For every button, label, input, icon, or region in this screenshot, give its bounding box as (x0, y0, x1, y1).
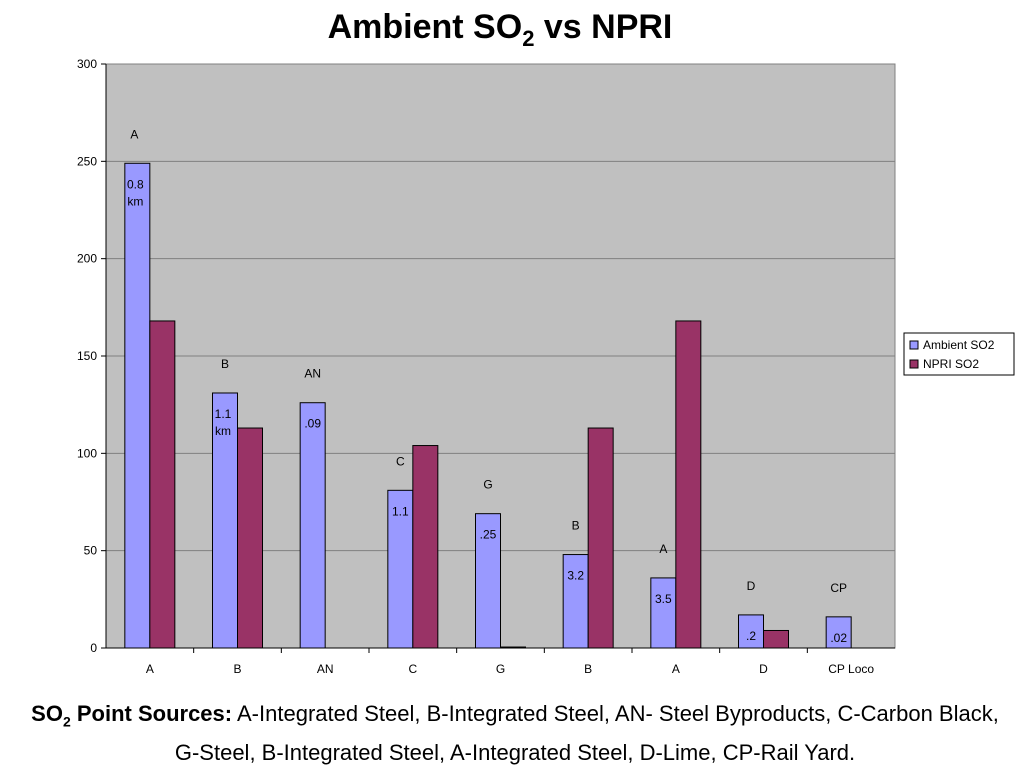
legend-swatch-ambient (909, 340, 919, 350)
source-label: D (747, 579, 756, 593)
legend-box (903, 332, 1015, 376)
y-tick-label: 100 (77, 446, 97, 460)
distance-label: km (215, 424, 231, 438)
legend-swatch-npri (909, 359, 919, 369)
x-tick-label: G (496, 662, 505, 676)
bar-ambient-so2 (475, 513, 501, 649)
distance-label: .2 (746, 629, 756, 643)
y-tick-label: 200 (77, 252, 97, 266)
source-label: A (659, 542, 667, 556)
legend-label: Ambient SO2 (923, 338, 995, 352)
distance-label: 1.1 (392, 504, 409, 518)
bar-ambient-so2 (825, 616, 852, 649)
x-tick-label: D (759, 662, 768, 676)
x-tick-label: CP Loco (828, 662, 874, 676)
bar-npri-so2 (675, 320, 702, 649)
distance-label: 0.8 (127, 177, 144, 191)
x-tick-label: A (672, 662, 680, 676)
bar-ambient-so2 (387, 489, 414, 649)
distance-label: km (127, 194, 143, 208)
source-label: G (483, 478, 492, 492)
x-tick-label: AN (317, 662, 334, 676)
bar-ambient-so2 (124, 162, 151, 649)
x-tick-label: B (584, 662, 592, 676)
caption: SO2 Point Sources: A-Integrated Steel, B… (20, 698, 1010, 768)
y-tick-label: 0 (90, 641, 97, 655)
y-tick-label: 250 (77, 154, 97, 168)
distance-label: 1.1 (215, 407, 232, 421)
distance-label: .09 (304, 417, 321, 431)
source-label: C (396, 454, 405, 468)
bar-ambient-so2 (299, 402, 326, 649)
source-label: B (221, 357, 229, 371)
x-tick-label: B (233, 662, 241, 676)
chart-title: Ambient SO2 vs NPRI (327, 8, 673, 51)
bar-ambient-so2 (650, 577, 677, 649)
source-label: A (130, 127, 138, 141)
bar-npri-so2 (763, 629, 789, 649)
source-label: CP (830, 581, 847, 595)
source-label: AN (304, 367, 321, 381)
y-tick-label: 300 (77, 57, 97, 71)
caption-heading: SO2 Point Sources: (31, 701, 233, 730)
distance-label: .25 (480, 528, 497, 542)
bar-npri-so2 (500, 646, 526, 649)
bar-npri-so2 (237, 427, 263, 649)
caption-text: A-Integrated Steel, B-Integrated Steel, … (174, 701, 999, 766)
bar-chart: 0 50 100 150 200 250 300 A A 0.8 km B B 1.1 km AN AN .09 C… (77, 57, 1015, 676)
x-tick-label: A (146, 662, 154, 676)
bar-npri-so2 (412, 445, 439, 649)
source-label: B (572, 519, 580, 533)
bar-npri-so2 (149, 320, 176, 649)
y-tick-label: 50 (84, 544, 98, 558)
distance-label: 3.5 (655, 592, 672, 606)
bar-npri-so2 (587, 427, 614, 649)
distance-label: .02 (830, 631, 847, 645)
legend-label: NPRI SO2 (923, 357, 979, 371)
bar-ambient-so2 (738, 614, 764, 649)
y-tick-label: 150 (77, 349, 97, 363)
distance-label: 3.2 (567, 569, 584, 583)
x-tick-label: C (408, 662, 417, 676)
